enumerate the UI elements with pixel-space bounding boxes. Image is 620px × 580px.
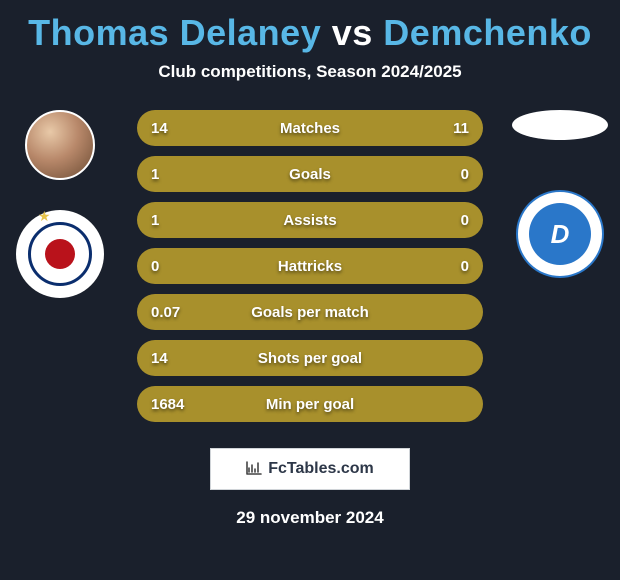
vs-separator: vs — [332, 12, 373, 53]
stat-row: 1 Assists 0 — [137, 202, 483, 238]
stat-row: 1 Goals 0 — [137, 156, 483, 192]
stat-player2-value: 11 — [419, 120, 469, 137]
player2-column: D — [510, 110, 610, 278]
player1-column: ★ ★ — [10, 110, 110, 298]
stat-label: Min per goal — [266, 396, 354, 413]
attribution-text: FcTables.com — [268, 460, 374, 478]
stat-row: 0 Hattricks 0 — [137, 248, 483, 284]
date-label: 29 november 2024 — [0, 508, 620, 528]
stat-row: 1684 Min per goal — [137, 386, 483, 422]
club1-inner-icon — [28, 222, 92, 286]
club2-inner-icon: D — [529, 203, 591, 265]
stat-label: Assists — [283, 212, 336, 229]
stat-player1-value: 1684 — [151, 396, 201, 413]
player2-club-badge: D — [516, 190, 604, 278]
stat-label: Shots per goal — [258, 350, 362, 367]
stat-label: Goals per match — [251, 304, 369, 321]
attribution-badge: FcTables.com — [210, 448, 410, 490]
player1-avatar — [25, 110, 95, 180]
stat-player2-value: 0 — [419, 212, 469, 229]
subtitle: Club competitions, Season 2024/2025 — [0, 62, 620, 82]
stat-player2-value: 0 — [419, 258, 469, 275]
stat-label: Matches — [280, 120, 340, 137]
comparison-title: Thomas Delaney vs Demchenko — [0, 0, 620, 54]
stat-player1-value: 14 — [151, 350, 201, 367]
chart-icon — [246, 461, 262, 478]
stat-player1-value: 1 — [151, 166, 201, 183]
stats-table: 14Matches111Goals01Assists00Hattricks00.… — [137, 110, 483, 422]
player1-club-badge: ★ ★ — [16, 210, 104, 298]
stat-player2-value: 0 — [419, 166, 469, 183]
player1-name: Thomas Delaney — [28, 12, 321, 53]
stat-player1-value: 1 — [151, 212, 201, 229]
player2-name: Demchenko — [383, 12, 592, 53]
stat-row: 0.07 Goals per match — [137, 294, 483, 330]
stat-player1-value: 0 — [151, 258, 201, 275]
stat-player1-value: 14 — [151, 120, 201, 137]
stat-row: 14 Shots per goal — [137, 340, 483, 376]
stat-row: 14 Matches 11 — [137, 110, 483, 146]
stat-player1-value: 0.07 — [151, 304, 201, 321]
stat-label: Goals — [289, 166, 331, 183]
player2-avatar — [512, 110, 608, 140]
content-area: ★ ★ D 14Matches111Goals01Assists00Hattri… — [0, 110, 620, 422]
stat-label: Hattricks — [278, 258, 342, 275]
